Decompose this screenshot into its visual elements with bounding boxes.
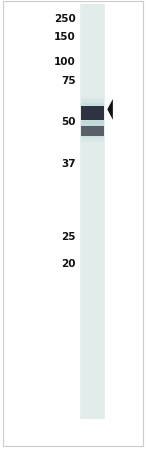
- Bar: [82, 5, 104, 419]
- Text: 250: 250: [54, 14, 76, 24]
- Text: 20: 20: [61, 259, 76, 269]
- Bar: [81, 103, 104, 124]
- Bar: [80, 5, 105, 419]
- Text: 37: 37: [61, 159, 76, 169]
- Text: 75: 75: [61, 76, 76, 86]
- Bar: [81, 107, 104, 121]
- Text: 25: 25: [61, 232, 76, 242]
- Text: 50: 50: [61, 117, 76, 127]
- Bar: [81, 96, 104, 131]
- Bar: [81, 119, 104, 144]
- Bar: [81, 124, 104, 139]
- Text: 150: 150: [54, 32, 76, 42]
- Bar: [81, 100, 104, 127]
- Text: 100: 100: [54, 56, 76, 66]
- Polygon shape: [107, 100, 113, 121]
- Bar: [81, 121, 104, 142]
- Bar: [81, 126, 104, 136]
